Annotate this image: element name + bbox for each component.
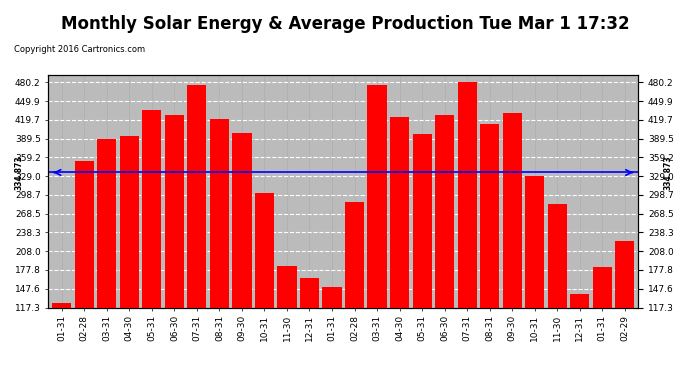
Bar [97,139,117,375]
Text: 150.692: 150.692 [328,346,337,375]
Bar [120,136,139,375]
Bar [210,119,229,375]
Text: 413.066: 413.066 [485,346,494,375]
Bar [255,193,274,375]
Bar [390,117,409,375]
Bar [165,115,184,375]
Text: 476.456: 476.456 [193,346,201,375]
Bar [142,110,161,375]
Text: 398.672: 398.672 [237,346,246,375]
Bar [548,204,566,375]
Bar [300,278,319,375]
Text: 124.432: 124.432 [57,346,66,375]
Text: 475.220: 475.220 [373,346,382,375]
Text: 435.472: 435.472 [148,346,157,375]
Bar [322,287,342,375]
Text: 426.742: 426.742 [440,346,449,375]
Bar [188,85,206,375]
Text: 394.086: 394.086 [125,346,134,375]
Bar [75,161,94,375]
Bar [480,124,499,375]
Text: 334.873: 334.873 [14,155,23,190]
Bar [52,303,71,375]
Text: 181.982: 181.982 [598,346,607,375]
Bar [413,134,432,375]
Bar [457,82,477,375]
Text: 139.816: 139.816 [575,346,584,375]
Text: 329.520: 329.520 [530,346,539,375]
Bar [593,267,612,375]
Text: 286.588: 286.588 [350,346,359,375]
Text: 302.128: 302.128 [260,346,269,375]
Text: 389.414: 389.414 [102,346,111,375]
Text: 480.168: 480.168 [462,346,472,375]
Bar [570,294,589,375]
Bar [502,113,522,375]
Text: 334.873: 334.873 [663,155,672,190]
Text: 427.676: 427.676 [170,346,179,375]
Bar [615,241,634,375]
Text: Copyright 2016 Cartronics.com: Copyright 2016 Cartronics.com [14,45,145,54]
Text: 224.708: 224.708 [620,346,629,375]
Bar [525,176,544,375]
Text: Monthly Solar Energy & Average Production Tue Mar 1 17:32: Monthly Solar Energy & Average Productio… [61,15,629,33]
Text: 431.140: 431.140 [508,346,517,375]
Text: 165.452: 165.452 [305,346,314,375]
Bar [435,116,454,375]
Text: 423.932: 423.932 [395,346,404,375]
Bar [233,133,252,375]
Text: 183.876: 183.876 [282,346,291,375]
Bar [368,86,386,375]
Text: 397.620: 397.620 [417,346,426,375]
Text: 420.928: 420.928 [215,346,224,375]
Bar [345,202,364,375]
Text: 353.186: 353.186 [80,346,89,375]
Bar [277,266,297,375]
Text: 283.714: 283.714 [553,346,562,375]
